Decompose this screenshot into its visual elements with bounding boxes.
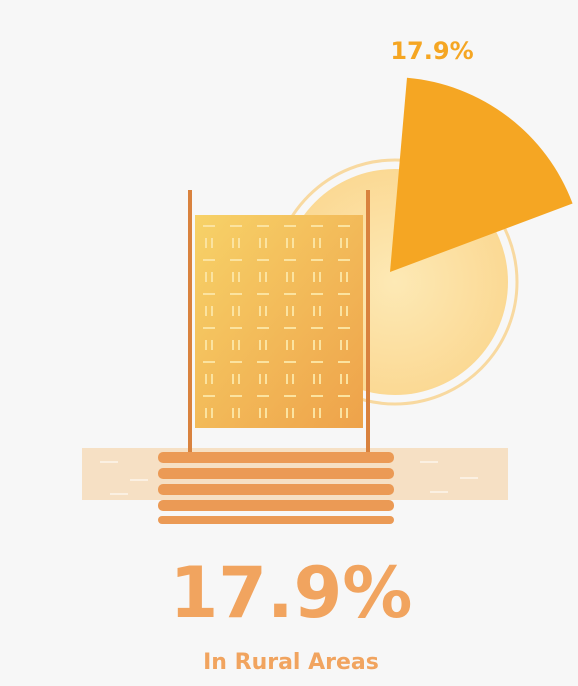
- post: [366, 190, 370, 452]
- post: [188, 190, 192, 452]
- caption: In Rural Areas: [203, 650, 379, 675]
- rolled-mat: [158, 468, 394, 479]
- rolled-mat: [158, 500, 394, 511]
- mat-panel: [195, 215, 363, 428]
- wedge-label: 17.9%: [390, 37, 473, 65]
- rolled-mat: [158, 484, 394, 495]
- rolled-mat: [158, 452, 394, 463]
- pie-wedge: [390, 77, 573, 272]
- headline-value: 17.9%: [170, 552, 413, 634]
- rolled-mat: [158, 516, 394, 524]
